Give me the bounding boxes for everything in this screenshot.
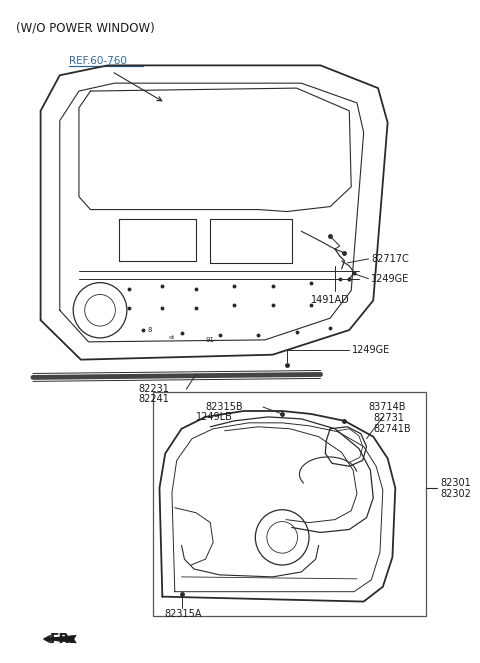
Text: 82315A: 82315A: [164, 609, 202, 619]
Text: 1249LB: 1249LB: [196, 412, 233, 422]
Text: 82315B: 82315B: [205, 402, 243, 412]
Text: 1491AD: 1491AD: [311, 296, 350, 306]
Bar: [153, 392, 426, 617]
Text: 82301: 82301: [440, 478, 471, 488]
Text: 82717C: 82717C: [372, 254, 409, 264]
Text: (W/O POWER WINDOW): (W/O POWER WINDOW): [16, 22, 155, 35]
Text: ot: ot: [169, 335, 175, 340]
Text: REF.60-760: REF.60-760: [69, 56, 127, 66]
Text: 1249GE: 1249GE: [352, 345, 390, 355]
Text: 82731: 82731: [373, 413, 404, 423]
Text: 82241: 82241: [138, 394, 169, 404]
Text: FR.: FR.: [50, 632, 76, 646]
Text: 82302: 82302: [440, 489, 471, 499]
Text: 83714B: 83714B: [369, 402, 406, 412]
Text: 82741B: 82741B: [373, 424, 411, 434]
Text: 91: 91: [206, 337, 215, 343]
Text: 8: 8: [148, 327, 152, 333]
Text: 1249GE: 1249GE: [372, 274, 409, 284]
Text: 82231: 82231: [138, 385, 169, 394]
